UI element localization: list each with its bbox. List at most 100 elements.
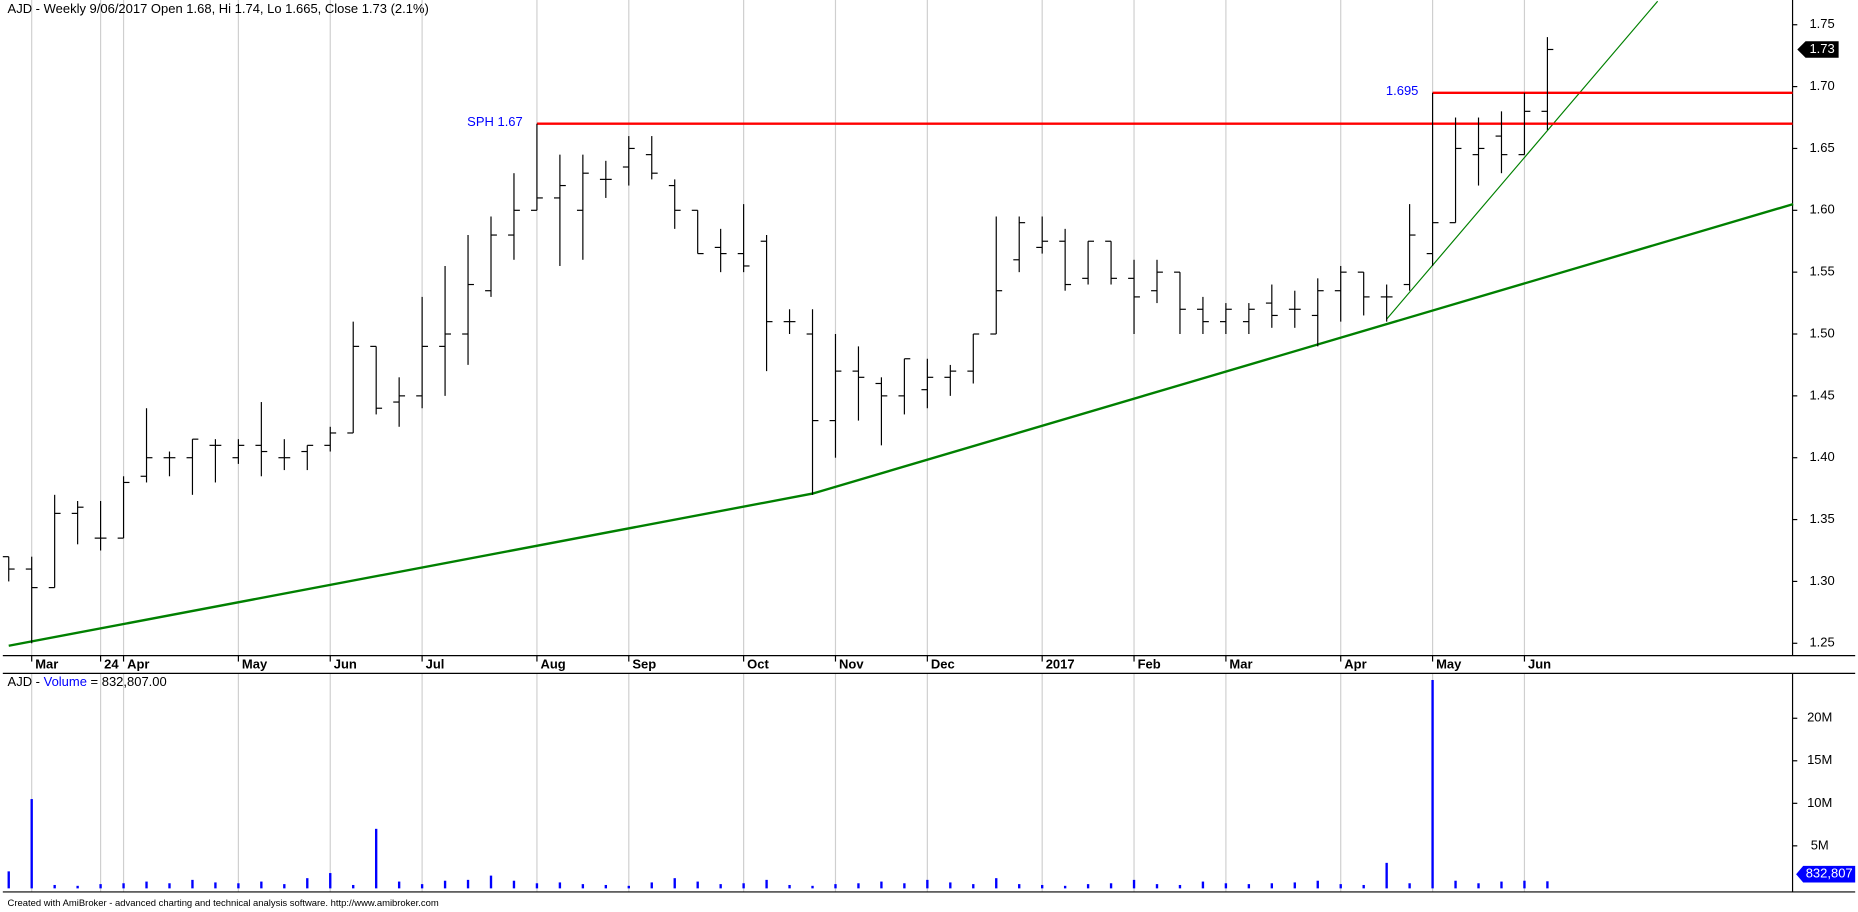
volume-bar [1247, 884, 1251, 889]
volume-bar [880, 881, 883, 889]
chart-title: AJD - Weekly 9/06/2017 Open 1.68, Hi 1.7… [8, 1, 429, 16]
x-tick-label: Jun [1528, 657, 1551, 672]
volume-bar [420, 884, 424, 889]
footer: Created with AmiBroker - advanced charti… [8, 898, 439, 909]
volume-bar [1109, 883, 1113, 889]
volume-bar [696, 881, 699, 889]
level-label: SPH 1.67 [467, 114, 523, 129]
volume-bar [1316, 880, 1319, 889]
x-tick-label: Jun [334, 657, 357, 672]
volume-bar [1086, 884, 1090, 889]
volume-bar [535, 883, 539, 889]
volume-bar [1477, 883, 1480, 889]
volume-bar [604, 884, 608, 889]
volume-bar [834, 884, 837, 889]
x-tick-label: Mar [1229, 657, 1252, 672]
volume-bar [489, 875, 493, 889]
volume-bar [926, 879, 929, 889]
volume-bar [650, 882, 653, 889]
y-tick-label: 1.50 [1809, 325, 1834, 340]
volume-bar [1454, 880, 1457, 889]
y-tick-label: 1.45 [1809, 387, 1834, 402]
volume-bar [283, 884, 286, 889]
last-volume-label: 832,807 [1806, 866, 1853, 881]
x-tick-label: Jul [426, 657, 445, 672]
volume-bar [765, 879, 768, 889]
y-tick-label: 10M [1807, 795, 1832, 810]
x-tick-label: Mar [35, 657, 58, 672]
volume-bar [1270, 883, 1274, 889]
y-tick-label: 1.70 [1809, 78, 1834, 93]
trendline [1386, 0, 1659, 320]
volume-bar [7, 871, 10, 889]
y-tick-label: 1.25 [1809, 635, 1834, 650]
last-price-box [1797, 41, 1839, 58]
volume-bar [1362, 884, 1365, 889]
volume-bar [397, 881, 401, 889]
x-tick-label: Aug [540, 657, 565, 672]
y-tick-label: 1.40 [1809, 449, 1834, 464]
x-tick-label: 24 [104, 657, 119, 672]
y-tick-label: 1.65 [1809, 140, 1834, 155]
volume-bar [374, 828, 378, 889]
volume-bar [145, 881, 148, 889]
volume-bar [306, 878, 309, 889]
volume-bar [466, 879, 470, 889]
volume-bar [1178, 884, 1182, 889]
y-tick-label: 1.75 [1809, 16, 1834, 31]
volume-title-prefix: AJD - [8, 674, 44, 689]
volume-bar [99, 884, 102, 889]
y-tick-label: 5M [1811, 837, 1829, 852]
volume-bar [811, 885, 814, 889]
x-tick-label: Sep [632, 657, 656, 672]
volume-bar [1132, 879, 1136, 889]
x-tick-label: Apr [127, 657, 149, 672]
volume-bar [443, 880, 447, 889]
volume-bar [1408, 883, 1411, 889]
y-tick-label: 1.35 [1809, 511, 1834, 526]
volume-bar [673, 878, 676, 889]
volume-bar [1201, 881, 1205, 889]
volume-bar [1339, 884, 1342, 889]
volume-bar [1523, 880, 1526, 889]
last-price-label: 1.73 [1809, 41, 1834, 56]
volume-bar [995, 878, 998, 889]
x-tick-label: May [1436, 657, 1462, 672]
level-label: 1.695 [1386, 83, 1419, 98]
x-tick-label: 2017 [1046, 657, 1075, 672]
volume-bar [352, 884, 355, 889]
volume-bar [1293, 882, 1296, 889]
volume-bar [903, 883, 906, 889]
volume-bar [1224, 883, 1228, 889]
volume-bar [949, 882, 952, 889]
volume-bar [581, 884, 585, 889]
y-tick-label: 15M [1807, 752, 1832, 767]
volume-bar [627, 885, 630, 889]
x-tick-label: May [242, 657, 268, 672]
y-tick-label: 1.30 [1809, 573, 1834, 588]
marks [2, 0, 1794, 889]
volume-bar [719, 884, 722, 889]
volume-bar [1155, 884, 1159, 889]
x-tick-label: Oct [747, 657, 769, 672]
volume-bar [1018, 884, 1021, 889]
volume-bar [1385, 862, 1388, 889]
volume-bar [76, 885, 79, 889]
volume-bar [1063, 885, 1067, 889]
volume-bar [1431, 679, 1434, 889]
volume-title: AJD - Volume = 832,807.00 [8, 674, 167, 689]
volume-bar [1500, 881, 1503, 889]
volume-title-series: Volume [44, 674, 87, 689]
x-tick-label: Dec [931, 657, 955, 672]
volume-bar [972, 884, 975, 889]
volume-bar [329, 873, 332, 889]
volume-bar [742, 883, 745, 889]
volume-bar [857, 883, 860, 889]
volume-bar [191, 879, 194, 889]
volume-bar [558, 882, 562, 889]
volume-bar [260, 881, 263, 889]
volume-bar [512, 880, 516, 889]
